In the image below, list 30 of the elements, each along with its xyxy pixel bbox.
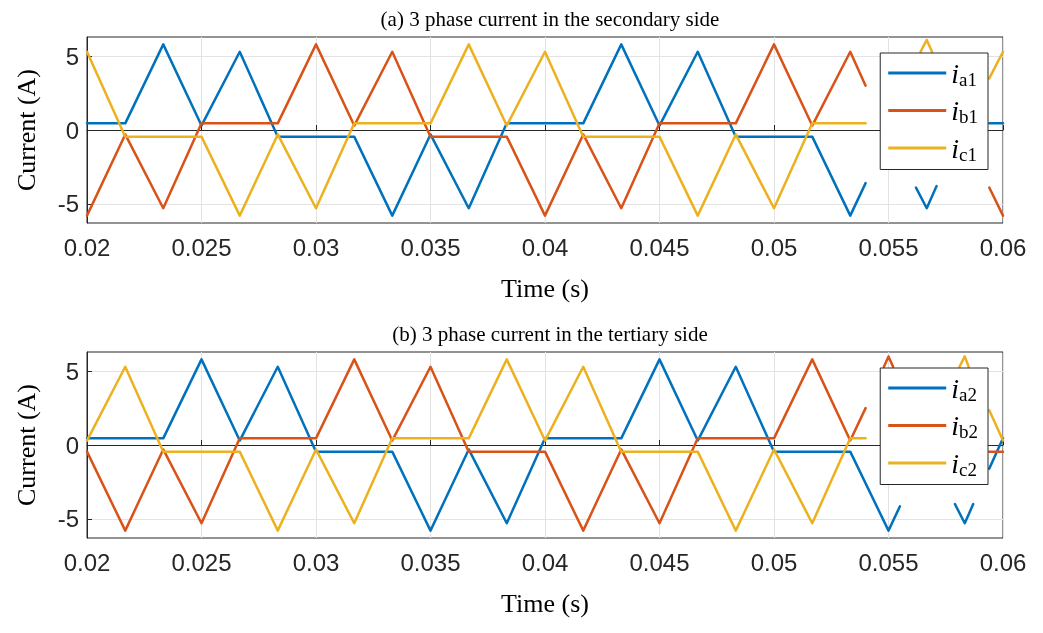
x-tick-label: 0.04 bbox=[521, 233, 569, 261]
x-axis-title: Time (s) bbox=[501, 588, 589, 618]
x-tick-label: 0.05 bbox=[750, 233, 798, 261]
x-tick-label: 0.025 bbox=[171, 548, 232, 576]
x-tick-label: 0.02 bbox=[63, 233, 111, 261]
x-tick-label: 0.03 bbox=[292, 233, 340, 261]
y-axis-title: Current (A) bbox=[11, 68, 41, 192]
x-tick-label: 0.025 bbox=[171, 233, 232, 261]
x-axis-title: Time (s) bbox=[501, 273, 589, 303]
x-tick-label: 0.05 bbox=[750, 548, 798, 576]
x-tick-label: 0.055 bbox=[858, 548, 919, 576]
x-tick-label: 0.04 bbox=[521, 548, 569, 576]
y-tick-label: 0 bbox=[65, 431, 79, 459]
x-tick-label: 0.045 bbox=[629, 548, 690, 576]
chart-title: (b) 3 phase current in the tertiary side bbox=[392, 321, 708, 346]
x-tick-label: 0.06 bbox=[979, 233, 1027, 261]
y-tick-label: 0 bbox=[65, 116, 79, 144]
x-tick-label: 0.045 bbox=[629, 233, 690, 261]
y-tick-label: -5 bbox=[57, 190, 79, 218]
chart-title: (a) 3 phase current in the secondary side bbox=[380, 6, 720, 31]
x-tick-label: 0.055 bbox=[858, 233, 919, 261]
x-tick-label: 0.02 bbox=[63, 548, 111, 576]
x-tick-label: 0.03 bbox=[292, 548, 340, 576]
y-tick-label: 5 bbox=[65, 42, 79, 70]
y-tick-label: -5 bbox=[57, 505, 79, 533]
x-tick-label: 0.06 bbox=[979, 548, 1027, 576]
y-axis-title: Current (A) bbox=[11, 383, 41, 507]
x-tick-label: 0.035 bbox=[400, 233, 461, 261]
y-tick-label: 5 bbox=[65, 357, 79, 385]
x-tick-label: 0.035 bbox=[400, 548, 461, 576]
